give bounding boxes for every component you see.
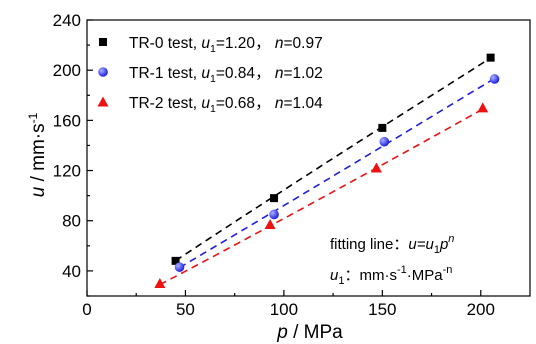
- data-point: [486, 53, 495, 62]
- legend: TR-0 test, u1=1.20， n=0.97 TR-1 test, u1=…: [97, 35, 323, 115]
- fit-line: [175, 57, 492, 262]
- data-point: [269, 209, 279, 220]
- y-axis-var: u: [28, 186, 49, 197]
- y-tick-label: 120: [53, 162, 81, 181]
- data-point: [171, 256, 180, 265]
- fitting-u: u: [408, 236, 417, 253]
- y-tick-label: 200: [53, 61, 81, 80]
- y-tick-label: 240: [53, 11, 81, 30]
- x-tick-label: 50: [176, 300, 195, 319]
- data-point: [378, 123, 387, 132]
- plot-frame: [86, 19, 531, 297]
- x-axis-var: p: [276, 322, 288, 343]
- y-tick-label: 160: [53, 111, 81, 130]
- data-point: [370, 162, 382, 173]
- unit-var: u: [330, 267, 339, 284]
- ticks: 0 50 100 150 200 40 80 120 160 200 240: [53, 11, 495, 319]
- x-tick-label: 150: [368, 300, 396, 319]
- fitting-sup: n: [448, 233, 454, 245]
- unit-annotation: u1：mm·s-1·MPa-n: [330, 264, 452, 287]
- y-tick-label: 80: [62, 212, 81, 231]
- fitting-line-annotation: fitting line：u=u1pn: [330, 233, 454, 256]
- unit-sub: 1: [338, 275, 344, 287]
- fitting-prefix: fitting line：: [330, 236, 408, 253]
- unit-sup1: -1: [397, 264, 407, 276]
- unit-sup2: -n: [443, 264, 453, 276]
- legend-label: TR-2 test, u1=0.68， n=1.04: [129, 95, 323, 115]
- data-point: [264, 218, 276, 229]
- data-points: [154, 53, 500, 288]
- unit-text2: ·MPa: [407, 267, 443, 284]
- legend-label: TR-1 test, u1=0.84， n=1.02: [129, 65, 323, 85]
- fit-lines: [159, 57, 496, 286]
- axes: [86, 19, 531, 297]
- fitting-p: p: [439, 236, 448, 253]
- fit-line: [179, 77, 496, 269]
- fitting-eq: =u: [417, 236, 435, 253]
- data-point: [489, 74, 500, 84]
- x-tick-label: 100: [270, 300, 298, 319]
- x-tick-label: 200: [467, 300, 495, 319]
- legend-marker: [97, 96, 109, 107]
- y-tick-label: 40: [62, 262, 81, 281]
- data-point: [154, 277, 166, 288]
- x-axis-title: p / MPa: [276, 322, 343, 343]
- legend-marker: [99, 38, 107, 46]
- data-point: [477, 102, 489, 113]
- legend-label: TR-0 test, u1=1.20， n=0.97: [129, 35, 323, 55]
- y-axis-title: u / mm·s-1: [26, 112, 49, 197]
- legend-marker: [98, 67, 108, 77]
- data-point: [174, 262, 185, 272]
- data-point: [379, 136, 390, 147]
- unit-text1: ：mm·s: [344, 267, 397, 284]
- x-tick-label: 0: [82, 300, 91, 319]
- x-axis-unit: / MPa: [288, 322, 343, 343]
- fit-line: [159, 108, 484, 286]
- y-axis-unit: / mm·s: [28, 123, 49, 186]
- fitting-sub: 1: [434, 244, 440, 256]
- data-point: [270, 194, 279, 203]
- y-axis-sup: -1: [26, 112, 40, 123]
